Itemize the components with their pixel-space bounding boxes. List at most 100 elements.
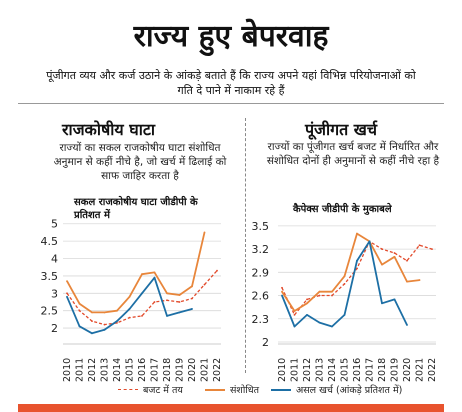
data-point-actual-1-5 [343,314,346,316]
data-point-actual-1-10 [406,324,408,326]
chart-title-capex: कैपेक्स जीडीपी के मुकाबले [293,204,392,215]
data-point-revised-0-4 [116,309,118,312]
x-tick-label-0-0: 2010 [62,358,73,382]
data-point-budget-1-6 [356,267,358,270]
data-point-revised-1-1 [293,310,296,312]
data-point-budget-1-5 [343,283,346,285]
data-point-revised-0-6 [141,273,143,276]
data-point-actual-0-4 [116,320,118,323]
data-point-actual-0-6 [141,292,143,295]
data-point-budget-0-10 [191,297,193,300]
data-point-budget-1-8 [381,248,383,250]
x-tick-label-1-10: 2020 [402,358,413,382]
data-point-actual-1-2 [306,314,308,316]
data-point-budget-0-9 [178,301,181,303]
data-point-actual-1-3 [318,321,321,324]
x-tick-label-0-11: 2021 [200,358,211,382]
header-divider [18,103,444,104]
y-tick-label-0-6: 5 [51,218,58,231]
x-tick-label-1-2: 2012 [302,358,313,382]
data-point-actual-1-1 [293,325,296,328]
series-line-actual-0-0 [66,276,193,335]
data-point-budget-1-3 [318,294,321,297]
data-point-revised-1-2 [306,302,308,305]
data-point-budget-0-8 [166,299,168,302]
x-tick-label-1-8: 2018 [377,358,388,382]
x-tick-label-0-7: 2017 [150,358,161,382]
data-point-actual-1-8 [381,302,383,305]
data-point-revised-0-0 [66,280,68,283]
legend-label-budget: बजट में तय [143,385,183,396]
panel-description-capex: राज्यों का पूंजीगत खर्च बजट में निर्धारि… [266,141,440,167]
x-tick-label-0-6: 2016 [137,358,148,382]
x-tick-label-1-4: 2014 [327,358,338,382]
x-tick-label-0-9: 2019 [175,358,186,382]
y-tick-label-1-5: 3.5 [252,220,270,233]
data-point-revised-1-0 [281,290,283,293]
x-tick-label-1-6: 2016 [352,358,363,382]
data-point-revised-1-5 [343,275,346,278]
data-point-budget-0-3 [103,323,106,326]
data-point-revised-1-10 [406,280,408,283]
x-tick-label-0-10: 2020 [187,358,198,382]
data-point-revised-1-4 [331,290,333,293]
legend-swatch-revised [205,388,225,391]
data-point-budget-0-1 [78,309,81,312]
data-point-actual-1-7 [368,240,371,243]
series-line-revised-1-0 [281,232,420,312]
data-point-actual-1-0 [281,294,283,297]
x-tick-label-1-12: 2022 [427,358,438,382]
data-point-revised-1-3 [318,290,321,293]
panel-description-fiscal-deficit: राज्यों का सकल राजकोषीय घाटा संशोधित अनु… [53,142,227,182]
legend-budget: बजट में तय [118,383,183,396]
data-point-actual-1-9 [393,298,396,301]
x-tick-label-0-1: 2011 [75,358,86,382]
data-point-budget-1-11 [418,244,421,247]
data-point-actual-0-1 [78,325,81,328]
x-tick-label-1-3: 2013 [315,358,326,382]
data-point-budget-0-2 [91,320,93,323]
legend-label-actual: असल खर्च (आंकड़े प्रतिशत में) [296,385,403,396]
data-point-actual-1-6 [356,259,358,262]
data-point-revised-1-8 [381,263,383,266]
bottom-accent-bar [18,404,444,412]
data-point-budget-1-1 [293,314,296,316]
data-point-actual-0-0 [66,295,68,298]
data-point-budget-0-5 [128,316,131,319]
x-tick-label-0-4: 2014 [112,358,123,382]
x-tick-label-0-3: 2013 [100,358,111,382]
data-point-budget-1-9 [393,252,396,254]
y-tick-label-1-3: 2.9 [252,266,270,279]
data-point-revised-0-10 [191,285,193,288]
x-tick-label-1-7: 2017 [365,358,376,382]
data-point-budget-0-6 [141,315,143,317]
data-point-revised-0-9 [178,294,181,296]
x-tick-label-1-1: 2011 [290,358,301,382]
x-tick-label-1-0: 2010 [277,358,288,382]
data-point-budget-0-12 [216,269,218,272]
data-point-actual-0-2 [91,332,93,335]
series-line-revised-0-0 [66,232,206,314]
x-tick-label-0-2: 2012 [87,358,98,382]
x-tick-label-1-5: 2015 [340,358,351,382]
legend-actual: असल खर्च (आंकड़े प्रतिशत में) [271,383,402,396]
data-point-revised-0-11 [203,231,206,234]
data-point-budget-0-0 [66,292,68,295]
data-point-budget-1-0 [281,286,283,289]
y-tick-label-0-2: 3 [51,287,58,300]
data-point-budget-1-12 [431,248,433,250]
legend-label-revised: संशोधित [230,385,260,396]
data-point-revised-0-8 [166,292,168,295]
data-point-budget-1-2 [306,298,308,301]
data-point-actual-0-5 [128,308,131,310]
x-tick-label-0-8: 2018 [162,358,173,382]
y-tick-label-1-2: 2.6 [252,290,270,303]
y-tick-label-0-0: 2 [51,322,58,335]
data-point-actual-0-8 [166,315,168,317]
y-tick-label-1-1: 2.3 [252,313,270,326]
legend-swatch-budget [118,389,138,390]
data-point-actual-0-9 [178,311,181,314]
y-tick-label-0-3: 3.5 [41,270,59,283]
